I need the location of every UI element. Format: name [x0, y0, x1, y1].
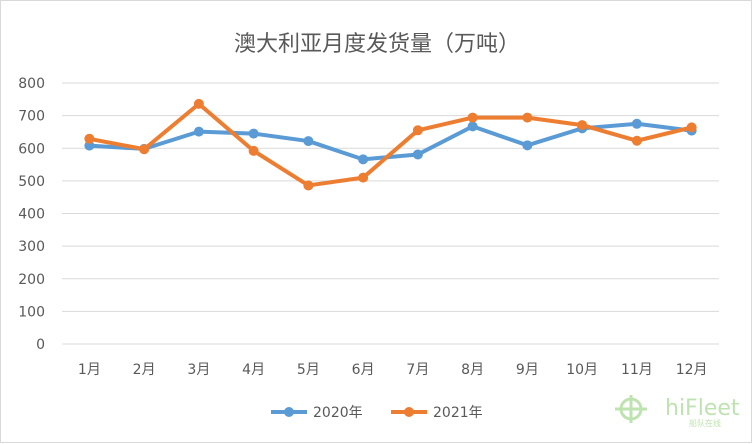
data-point	[467, 121, 478, 132]
data-point	[193, 98, 204, 109]
data-point	[686, 122, 697, 133]
y-tick-label: 800	[18, 76, 45, 92]
x-tick-label: 6月	[352, 362, 375, 378]
x-tick-label: 1月	[78, 362, 101, 378]
y-tick-label: 400	[18, 207, 45, 223]
data-point	[631, 118, 642, 129]
y-tick-label: 0	[36, 337, 45, 353]
x-axis-ticks: 1月 2月 3月 4月 5月 6月 7月 8月 9月 10月 11月 12月	[78, 362, 708, 378]
series-group	[84, 98, 697, 191]
data-point	[248, 145, 259, 156]
y-tick-label: 200	[18, 272, 45, 288]
x-tick-label: 8月	[461, 362, 484, 378]
y-tick-label: 700	[18, 109, 45, 125]
data-point	[303, 136, 314, 147]
watermark: hiFleet 船队在线	[615, 395, 740, 428]
y-tick-label: 500	[18, 174, 45, 190]
data-point	[84, 140, 95, 151]
legend-swatch-marker	[404, 407, 414, 417]
data-point	[84, 133, 95, 144]
data-point	[522, 140, 533, 151]
y-tick-label: 300	[18, 239, 45, 255]
legend-swatch-marker	[284, 407, 294, 417]
chart-title: 澳大利亚月度发货量（万吨）	[234, 32, 520, 57]
x-tick-label: 9月	[516, 362, 539, 378]
data-point	[358, 154, 369, 165]
x-tick-label: 12月	[676, 362, 708, 378]
x-tick-label: 5月	[297, 362, 320, 378]
series-line-1	[87, 101, 694, 188]
data-point	[139, 144, 150, 155]
data-point	[358, 172, 369, 183]
data-point	[522, 112, 533, 123]
watermark-subtext: 船队在线	[689, 418, 721, 428]
legend-label: 2021年	[433, 405, 483, 421]
watermark-text: hiFleet	[665, 396, 740, 421]
data-point	[577, 120, 588, 131]
legend: 2020年 2021年	[271, 405, 483, 421]
y-tick-label: 600	[18, 141, 45, 157]
hifleet-logo-icon	[615, 395, 647, 423]
x-tick-label: 11月	[621, 362, 653, 378]
x-tick-label: 3月	[187, 362, 210, 378]
data-point	[631, 135, 642, 146]
data-point	[303, 180, 314, 191]
x-tick-label: 2月	[133, 362, 156, 378]
data-point	[193, 126, 204, 137]
y-tick-label: 100	[18, 304, 45, 320]
x-tick-label: 7月	[406, 362, 429, 378]
legend-label: 2020年	[313, 405, 363, 421]
x-tick-label: 4月	[242, 362, 265, 378]
x-tick-label: 10月	[566, 362, 598, 378]
data-point	[412, 149, 423, 160]
grid-lines	[62, 82, 719, 345]
data-point	[412, 125, 423, 136]
data-point	[467, 112, 478, 123]
data-point	[248, 128, 259, 139]
y-axis-ticks: 0 100 200 300 400 500 600 700 800	[18, 76, 45, 353]
